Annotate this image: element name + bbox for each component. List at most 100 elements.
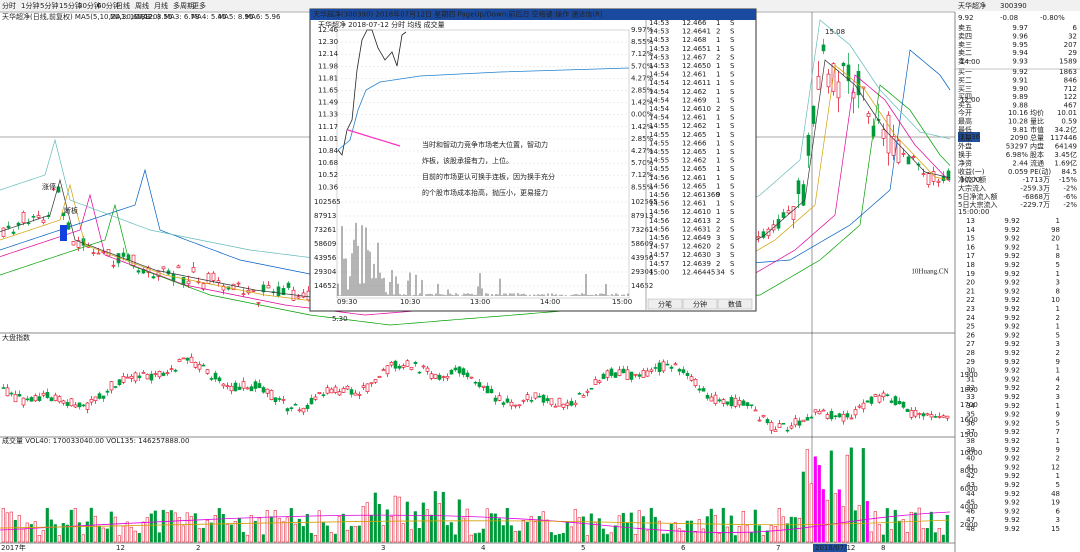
pct-tick: 2.85% (631, 87, 654, 95)
candle-body (129, 375, 134, 379)
tick-cell: S (730, 148, 735, 156)
panel-legend: 大盘指数 (2, 333, 30, 342)
tab[interactable] (717, 298, 753, 310)
candle-body (857, 405, 862, 408)
trade-cell: 9.92 (1004, 525, 1020, 533)
candle-body (549, 398, 554, 406)
trade-cell: 9.92 (1004, 437, 1020, 445)
candle-body (169, 368, 174, 370)
candle-body (393, 360, 398, 369)
tick-cell: 14:54 (649, 79, 670, 87)
date-label: 2018/07/12 (815, 544, 855, 552)
candle-body (881, 129, 886, 139)
candle-body (517, 404, 522, 407)
tick-cell: 14:54 (649, 96, 670, 104)
candle-body (281, 288, 286, 296)
book-label: 买一 (958, 68, 972, 76)
tick-cell: 2 (716, 28, 720, 36)
tab-label[interactable]: 数值 (728, 300, 742, 309)
candle-body (873, 394, 878, 397)
candle-body (776, 219, 781, 229)
volume-bar (877, 524, 881, 543)
trade-cell: 1 (1056, 217, 1060, 225)
stat-cell: 2.44 (1012, 159, 1028, 167)
trade-cell: 9.92 (1004, 358, 1020, 366)
trade-cell: 45 (966, 499, 975, 507)
trade-cell: 17 (966, 252, 975, 260)
candle-body (785, 429, 790, 432)
volume-bar (409, 529, 413, 543)
tick-cell: 1 (716, 157, 720, 165)
trade-cell: 9.92 (1004, 446, 1020, 454)
candle-body (93, 396, 98, 401)
tab[interactable] (682, 298, 718, 310)
book-price: 9.95 (1012, 41, 1028, 49)
volume-bar (561, 532, 565, 543)
candle-body (541, 394, 546, 403)
candle-body (189, 356, 194, 363)
candle-body (191, 267, 196, 273)
candle-body (693, 379, 698, 387)
tick-cell: S (730, 208, 735, 216)
candle-body (791, 206, 796, 220)
candle-body (469, 376, 474, 379)
volume-bar (757, 525, 761, 543)
candle-body (341, 388, 346, 393)
pct-tick: 4.27% (631, 74, 654, 82)
candle-body (66, 222, 71, 230)
volume-bar (337, 516, 341, 543)
candle-body (625, 369, 630, 380)
candle-body (185, 357, 190, 361)
trade-cell: 37 (966, 428, 975, 436)
volume-bar (797, 517, 801, 543)
tab-label[interactable]: 分钟 (693, 300, 707, 309)
candle-body (761, 415, 766, 418)
trade-cell: 9.92 (1004, 402, 1020, 410)
candle-body (589, 387, 594, 390)
candle-body (266, 285, 271, 289)
candle-body (409, 367, 414, 370)
candle-body (73, 404, 78, 408)
trade-cell: 9.92 (1004, 235, 1020, 243)
trade-cell: 36 (966, 419, 975, 427)
highlight-box (60, 225, 67, 241)
tick-cell: 14:55 (649, 165, 669, 173)
trade-cell: 16 (966, 243, 975, 251)
candle-body (545, 398, 550, 402)
candle-body (49, 397, 54, 402)
popup-subheader: 天华超净 2018-07-12 分时 均线 成交量 (318, 20, 445, 29)
volume-bar (817, 465, 821, 543)
tab[interactable] (647, 298, 683, 310)
tick-cell: 1360 (702, 191, 720, 199)
volume-bar (301, 526, 305, 543)
price-tick: 10.84 (318, 147, 339, 155)
price-axis-label: 12.00 (960, 96, 980, 104)
candle-body (921, 413, 926, 417)
volume-bar (353, 526, 357, 543)
candle-body (701, 388, 706, 392)
candle-body (537, 395, 542, 398)
tick-cell: 1 (702, 71, 706, 79)
candle-body (197, 364, 202, 370)
toolbar-tab: 月线 (154, 1, 168, 10)
tick-cell: 14:57 (649, 243, 669, 251)
trade-cell: 9.92 (1004, 490, 1020, 498)
trade-cell: 9.92 (1004, 340, 1020, 348)
book-volume: 32 (1068, 32, 1077, 40)
volume-bar (37, 535, 41, 543)
candle-body (806, 134, 811, 156)
volume-bar (1, 508, 5, 543)
candle-body (445, 376, 450, 379)
tick-cell: 12.46 (682, 260, 703, 268)
candle-body (481, 385, 486, 388)
candle-body (236, 282, 241, 285)
stat-cell: 外盘 (958, 142, 972, 151)
trade-cell: 29 (966, 358, 975, 366)
candle-body (493, 397, 498, 402)
pct-tick: 9.97% (631, 26, 654, 34)
volume-bar (573, 509, 577, 543)
vol-tick: 29304 (314, 268, 337, 276)
tick-cell: S (730, 36, 735, 44)
trade-cell: 24 (966, 314, 975, 322)
tab-label[interactable]: 分笔 (658, 300, 672, 309)
